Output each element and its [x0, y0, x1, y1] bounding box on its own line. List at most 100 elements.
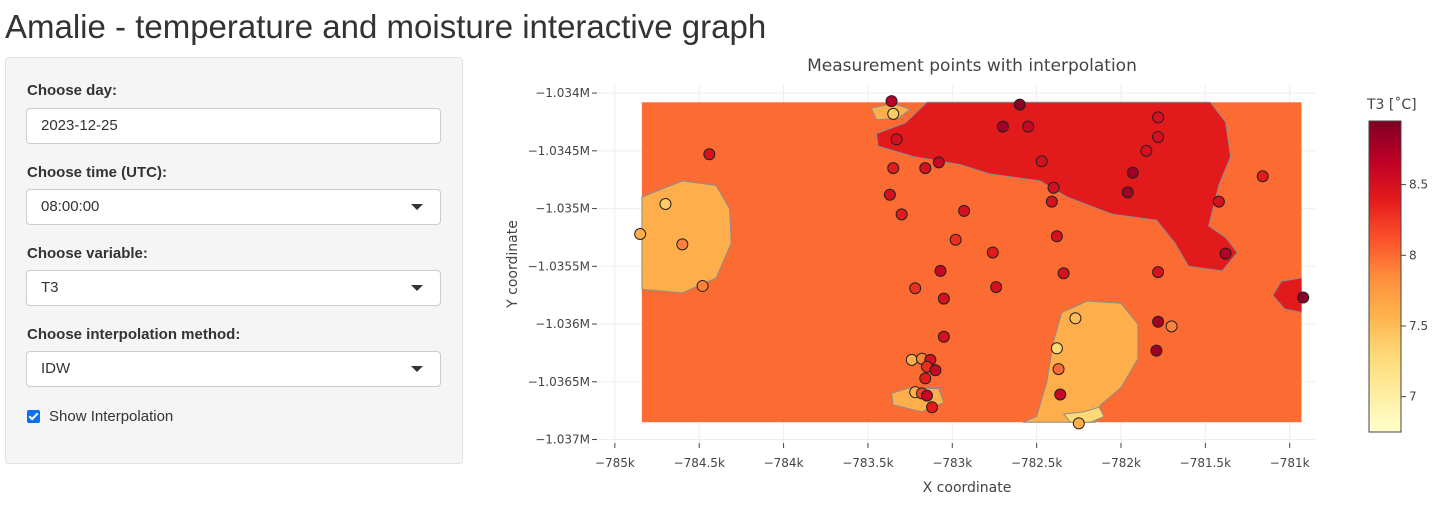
- measurement-point: [1047, 181, 1060, 194]
- y-tick-label: −1.036M: [535, 317, 590, 331]
- x-tick-label: −782.5k: [1011, 456, 1062, 470]
- x-tick-label: −782k: [1101, 456, 1141, 470]
- measurement-point: [1035, 155, 1048, 168]
- y-tick-label: −1.034M: [535, 86, 590, 100]
- method-select-value: IDW: [41, 360, 71, 377]
- measurement-point: [926, 401, 939, 414]
- measurement-point: [996, 120, 1009, 133]
- y-tick-label: −1.0365M: [528, 375, 590, 389]
- measurement-point: [1219, 247, 1232, 260]
- contour-region: [1272, 277, 1302, 313]
- measurement-point: [1152, 266, 1165, 279]
- page-title: Amalie - temperature and moisture intera…: [5, 8, 767, 45]
- colorbar-ramp: [1368, 120, 1402, 433]
- colorbar-tick-label: 7: [1409, 390, 1417, 404]
- method-label: Choose interpolation method:: [27, 326, 241, 343]
- measurement-point: [1212, 195, 1225, 208]
- measurement-point: [887, 162, 900, 175]
- x-tick-label: −784.5k: [674, 456, 725, 470]
- measurement-point: [1057, 267, 1070, 280]
- measurement-point: [883, 188, 896, 201]
- measurement-point: [949, 233, 962, 246]
- day-label: Choose day:: [27, 82, 118, 99]
- measurement-point: [1072, 417, 1085, 430]
- colorbar-title: T3 [˚C]: [1366, 96, 1417, 113]
- measurement-point: [1150, 344, 1163, 357]
- measurement-point: [1152, 315, 1165, 328]
- time-label: Choose time (UTC):: [27, 164, 167, 181]
- measurement-point: [937, 330, 950, 343]
- x-tick-label: −781.5k: [1180, 456, 1231, 470]
- measurement-point: [895, 208, 908, 221]
- measurement-point: [919, 162, 932, 175]
- show-interpolation-label: Show Interpolation: [49, 407, 174, 425]
- measurement-point: [934, 264, 947, 277]
- variable-select[interactable]: T3: [26, 270, 441, 306]
- chart: −785k −784.5k −784k −783.5k −783k −782.5k −782…: [505, 56, 1428, 496]
- x-tick-label: −783.5k: [842, 456, 893, 470]
- x-tick-label: −784k: [764, 456, 804, 470]
- measurement-point: [696, 279, 709, 292]
- show-interpolation-toggle[interactable]: Show Interpolation: [27, 407, 173, 425]
- checkbox-checked-icon[interactable]: [27, 409, 40, 423]
- time-select[interactable]: 08:00:00: [26, 189, 441, 225]
- measurement-point: [703, 148, 716, 161]
- measurement-point: [1165, 320, 1178, 333]
- measurement-point: [990, 281, 1003, 294]
- chevron-down-icon: [411, 366, 423, 372]
- x-axis-label: X coordinate: [923, 480, 1012, 496]
- chart-title: Measurement points with interpolation: [807, 56, 1137, 76]
- control-panel: Choose day: 2023-12-25 Choose time (UTC)…: [5, 57, 463, 464]
- measurement-point: [929, 364, 942, 377]
- y-tick-label: −1.035M: [535, 202, 590, 216]
- measurement-point: [1126, 166, 1139, 179]
- interpolation-contours: [641, 101, 1302, 423]
- x-tick-label: −783k: [932, 456, 972, 470]
- measurement-point: [1140, 144, 1153, 157]
- measurement-point: [905, 353, 918, 366]
- colorbar-tick-label: 8.5: [1409, 178, 1428, 192]
- measurement-point: [885, 95, 898, 108]
- measurement-point: [1050, 342, 1063, 355]
- measurement-point: [1054, 388, 1067, 401]
- measurement-point: [659, 197, 672, 210]
- measurement-point: [1297, 291, 1310, 304]
- method-select[interactable]: IDW: [26, 351, 441, 387]
- x-tick-label: −781k: [1270, 456, 1310, 470]
- measurement-point: [890, 133, 903, 146]
- measurement-points: [634, 95, 1310, 430]
- measurement-point: [919, 372, 932, 385]
- variable-select-value: T3: [41, 279, 59, 296]
- measurement-point: [1152, 111, 1165, 124]
- measurement-point: [1013, 98, 1026, 111]
- measurement-point: [1256, 170, 1269, 183]
- y-axis-label: Y coordinate: [505, 220, 521, 309]
- measurement-point: [634, 227, 647, 240]
- measurement-point: [676, 238, 689, 251]
- x-tick-label: −785k: [595, 456, 635, 470]
- colorbar: T3 [˚C] 7 7.5 8 8.5: [1366, 96, 1428, 433]
- measurement-point: [1121, 186, 1134, 199]
- measurement-point: [909, 282, 922, 295]
- measurement-point: [887, 107, 900, 120]
- measurement-point: [1050, 230, 1063, 243]
- measurement-point: [958, 204, 971, 217]
- measurement-point: [1052, 363, 1065, 376]
- measurement-point: [932, 156, 945, 169]
- colorbar-tick-label: 7.5: [1409, 319, 1428, 333]
- variable-label: Choose variable:: [27, 245, 148, 262]
- y-tick-label: −1.037M: [535, 433, 590, 447]
- chevron-down-icon: [411, 204, 423, 210]
- measurement-point: [1069, 312, 1082, 325]
- measurement-point: [1045, 195, 1058, 208]
- measurement-point: [937, 292, 950, 305]
- measurement-point: [986, 246, 999, 259]
- chevron-down-icon: [411, 285, 423, 291]
- measurement-point: [1022, 120, 1035, 133]
- y-tick-label: −1.0355M: [528, 259, 590, 273]
- contour-region: [1022, 300, 1139, 423]
- day-input[interactable]: 2023-12-25: [26, 108, 441, 144]
- y-tick-label: −1.0345M: [528, 144, 590, 158]
- measurement-point: [920, 389, 933, 402]
- time-select-value: 08:00:00: [41, 198, 100, 215]
